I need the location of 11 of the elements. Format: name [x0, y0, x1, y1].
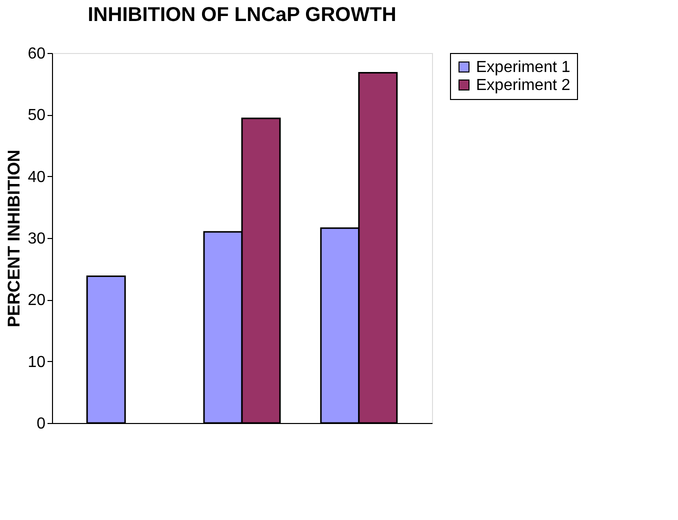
y-tick-label: 60: [28, 46, 46, 62]
y-tick-label: 30: [28, 230, 46, 248]
y-tick-label: 10: [28, 354, 46, 371]
y-tick-label: 50: [28, 107, 46, 124]
legend-label: Experiment 1: [476, 59, 570, 76]
y-axis-title: PERCENT INHIBITION: [4, 150, 24, 328]
y-tick-label: 20: [28, 292, 46, 310]
y-tick-label: 40: [28, 168, 46, 186]
legend-label: Experiment 2: [476, 77, 570, 94]
y-tick-label: 0: [36, 416, 46, 432]
chart-title: INHIBITION OF LNCaP GROWTH: [88, 4, 396, 26]
